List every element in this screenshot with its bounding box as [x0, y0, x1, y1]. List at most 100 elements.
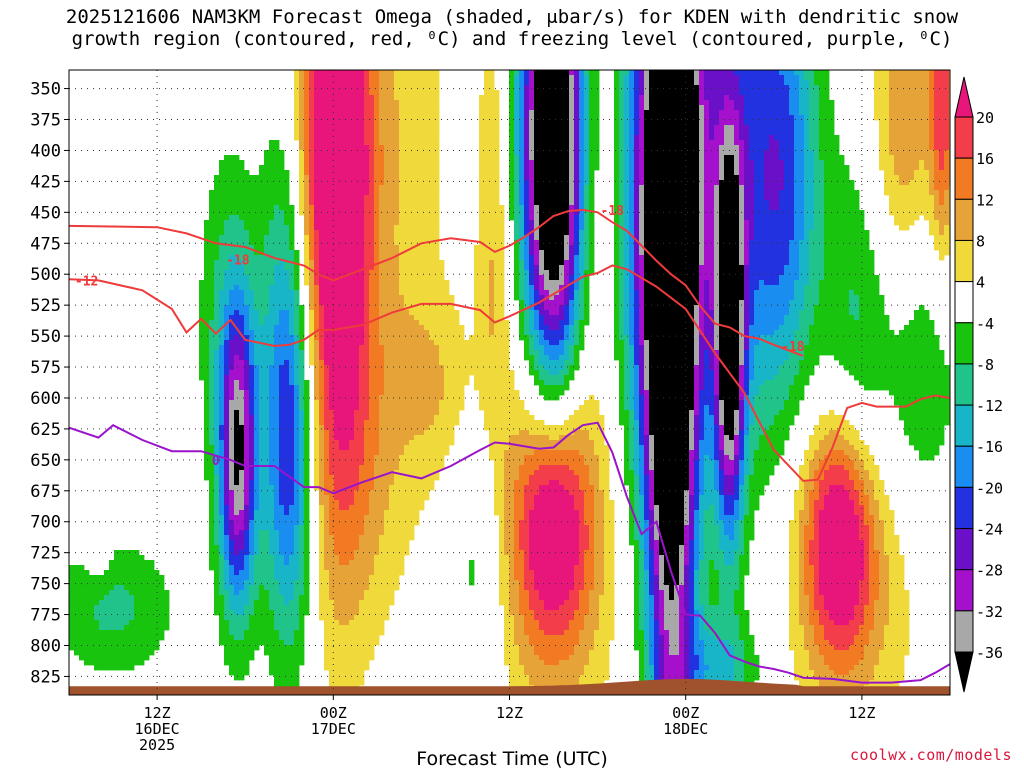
omega-cell [334, 645, 340, 651]
omega-cell [339, 505, 345, 511]
omega-cell [209, 525, 215, 531]
omega-cell [259, 225, 265, 231]
omega-cell [364, 310, 370, 316]
omega-cell [409, 190, 415, 196]
omega-cell [374, 305, 380, 311]
omega-cell [414, 120, 420, 126]
omega-cell [249, 230, 255, 236]
omega-cell [219, 380, 225, 386]
omega-cell [254, 245, 260, 251]
omega-cell [349, 455, 355, 461]
omega-cell [254, 440, 260, 446]
omega-cell [329, 600, 335, 606]
omega-cell [244, 370, 250, 376]
omega-cell [324, 395, 330, 401]
omega-cell [329, 340, 335, 346]
omega-cell [164, 610, 170, 616]
omega-cell [339, 475, 345, 481]
omega-cell [289, 420, 295, 426]
omega-cell [374, 410, 380, 416]
omega-cell [414, 285, 420, 291]
omega-cell [369, 220, 375, 226]
omega-cell [219, 515, 225, 521]
omega-cell [394, 370, 400, 376]
omega-cell [389, 335, 395, 341]
omega-cell [374, 295, 380, 301]
omega-cell [329, 650, 335, 656]
omega-cell [294, 605, 300, 611]
omega-cell [309, 125, 315, 131]
omega-cell [304, 450, 310, 456]
omega-cell [299, 135, 305, 141]
omega-cell [219, 450, 225, 456]
omega-cell [274, 485, 280, 491]
omega-cell [284, 180, 290, 186]
omega-cell [344, 235, 350, 241]
omega-cell [334, 360, 340, 366]
omega-cell [214, 505, 220, 511]
omega-cell [369, 285, 375, 291]
omega-cell [269, 445, 275, 451]
omega-cell [294, 280, 300, 286]
omega-cell [314, 425, 320, 431]
omega-cell [269, 305, 275, 311]
omega-cell [354, 515, 360, 521]
omega-cell [364, 565, 370, 571]
omega-cell [399, 335, 405, 341]
omega-cell [354, 425, 360, 431]
omega-cell [379, 295, 385, 301]
omega-cell [239, 335, 245, 341]
omega-cell [414, 205, 420, 211]
omega-cell [304, 385, 310, 391]
omega-cell [134, 580, 140, 586]
omega-cell [229, 560, 235, 566]
omega-cell [349, 280, 355, 286]
omega-cell [329, 90, 335, 96]
omega-cell [224, 530, 230, 536]
omega-cell [89, 605, 95, 611]
omega-cell [374, 415, 380, 421]
omega-cell [339, 530, 345, 536]
omega-cell [424, 185, 430, 191]
omega-cell [249, 225, 255, 231]
omega-cell [234, 505, 240, 511]
omega-cell [359, 370, 365, 376]
omega-cell [314, 225, 320, 231]
omega-cell [204, 380, 210, 386]
omega-cell [314, 185, 320, 191]
omega-cell [84, 605, 90, 611]
omega-cell [359, 220, 365, 226]
omega-cell [214, 385, 220, 391]
omega-cell [394, 240, 400, 246]
omega-cell [299, 520, 305, 526]
omega-cell [374, 380, 380, 386]
omega-cell [309, 355, 315, 361]
omega-cell [239, 185, 245, 191]
omega-cell [354, 340, 360, 346]
omega-cell [394, 290, 400, 296]
omega-cell [154, 600, 160, 606]
omega-cell [229, 555, 235, 561]
omega-cell [279, 595, 285, 601]
omega-cell [354, 520, 360, 526]
omega-cell [349, 300, 355, 306]
omega-cell [289, 500, 295, 506]
omega-cell [334, 440, 340, 446]
omega-cell [394, 505, 400, 511]
omega-cell [304, 260, 310, 266]
omega-cell [244, 260, 250, 266]
omega-cell [289, 445, 295, 451]
omega-cell [254, 640, 260, 646]
omega-cell [419, 410, 425, 416]
omega-cell [354, 215, 360, 221]
omega-cell [384, 505, 390, 511]
omega-cell [394, 360, 400, 366]
omega-cell [204, 335, 210, 341]
omega-cell [374, 250, 380, 256]
omega-cell [289, 345, 295, 351]
omega-cell [249, 340, 255, 346]
omega-cell [424, 160, 430, 166]
omega-cell [354, 225, 360, 231]
omega-cell [349, 220, 355, 226]
omega-cell [224, 235, 230, 241]
